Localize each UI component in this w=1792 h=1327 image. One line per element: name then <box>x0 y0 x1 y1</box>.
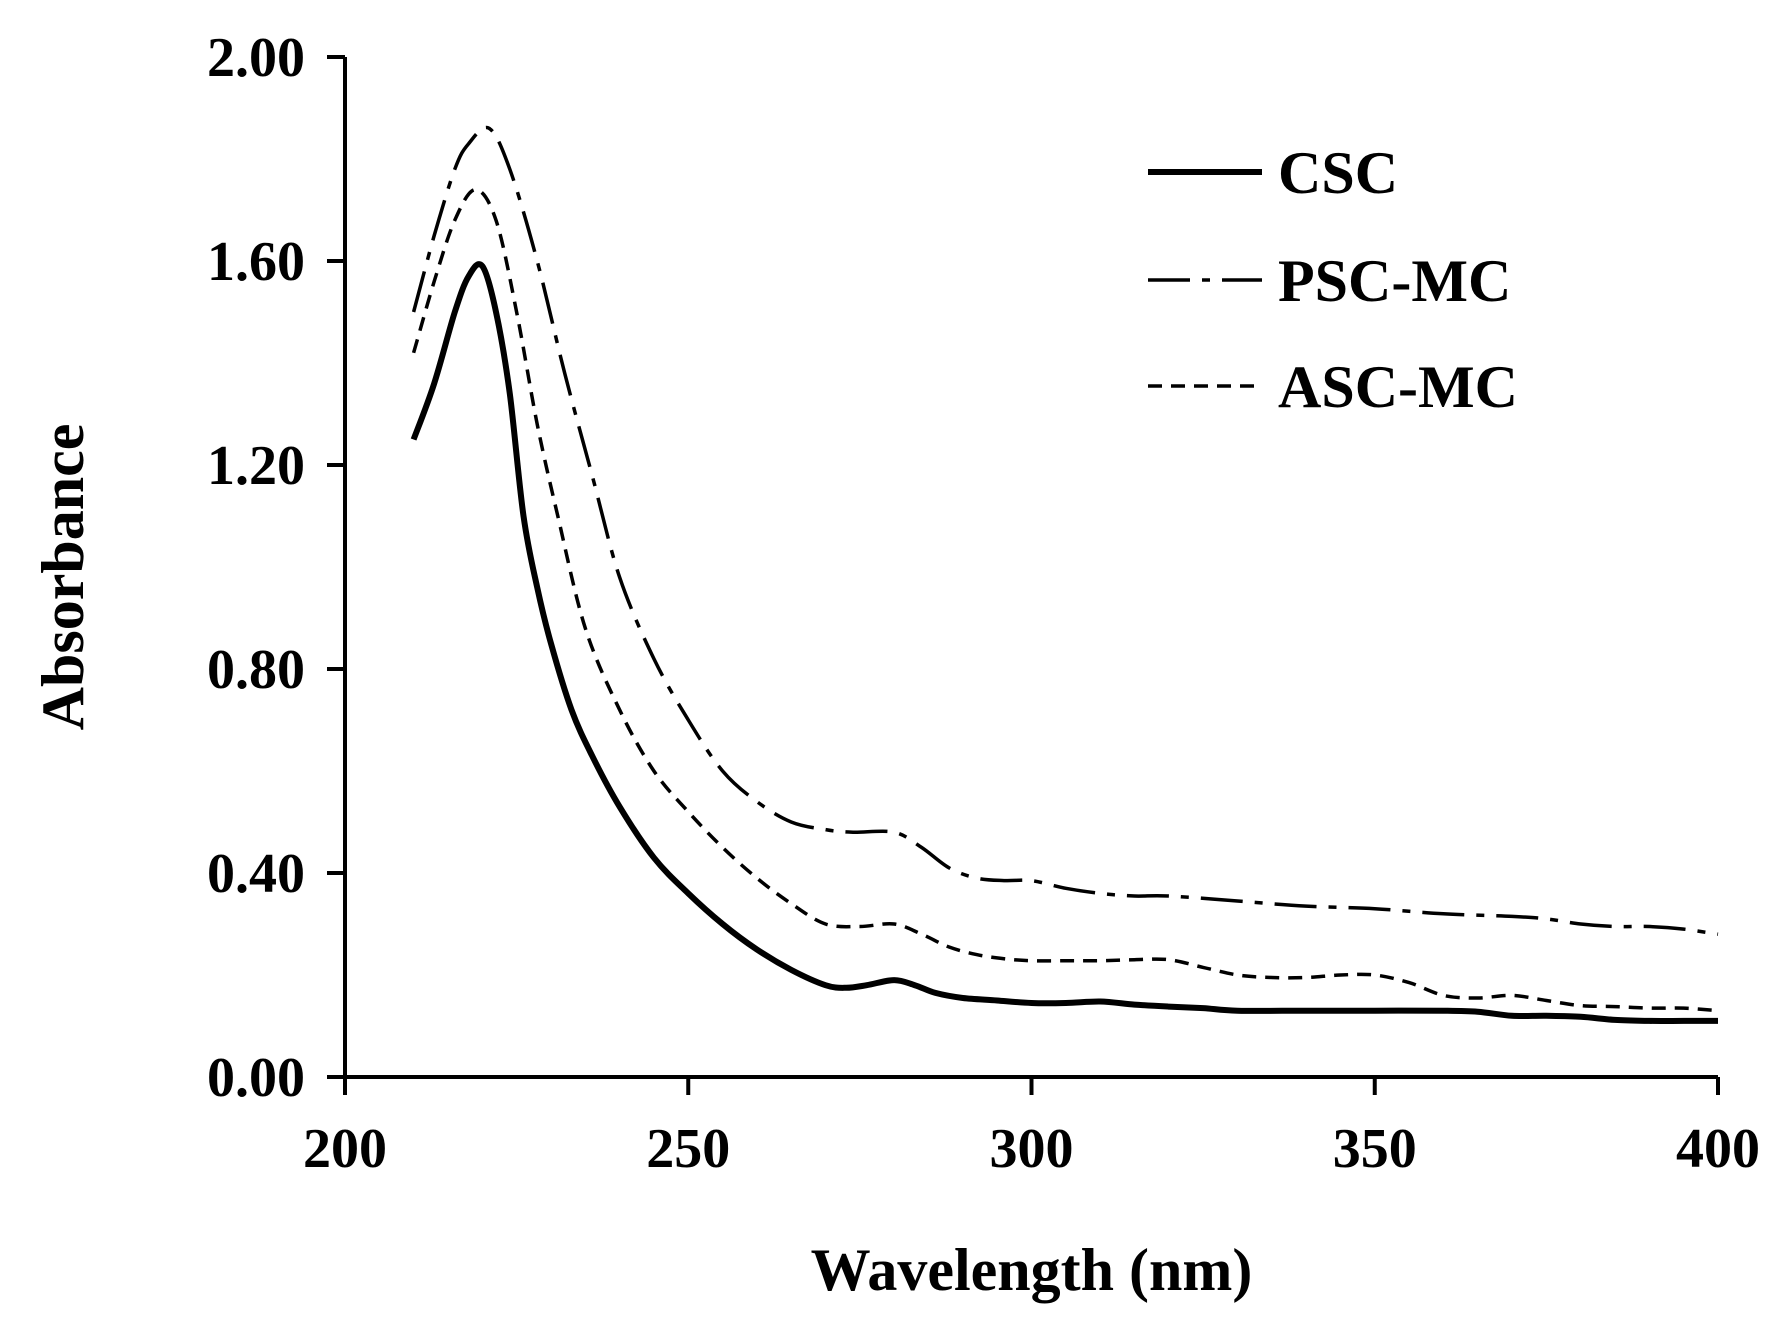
series-line-psc-mc <box>411 125 1719 936</box>
legend-label-psc-mc: PSC-MC <box>1278 248 1511 314</box>
y-tick-label: 1.60 <box>207 231 305 293</box>
y-tick-label: 2.00 <box>207 27 305 89</box>
y-tick-label: 0.80 <box>207 639 305 701</box>
series-line-asc-mc <box>411 187 1719 1013</box>
x-tick-label: 350 <box>1333 1118 1417 1180</box>
axes: 0.00 0.40 0.80 1.20 1.60 2.00 200 250 300 350 400 <box>207 27 1760 1180</box>
x-tick-label: 250 <box>646 1118 730 1180</box>
legend: CSC PSC-MC ASC-MC <box>1148 140 1518 420</box>
y-axis-title: Absorbance <box>30 424 96 731</box>
y-tick-label: 0.40 <box>207 843 305 905</box>
x-tick-label: 400 <box>1676 1118 1760 1180</box>
x-tick-label: 300 <box>990 1118 1074 1180</box>
series-line-csc <box>410 261 1718 1024</box>
y-tick-label: 0.00 <box>207 1047 305 1109</box>
x-axis-title: Wavelength (nm) <box>811 1237 1253 1303</box>
x-tick-label: 200 <box>303 1118 387 1180</box>
legend-label-asc-mc: ASC-MC <box>1278 354 1518 420</box>
y-tick-label: 1.20 <box>207 435 305 497</box>
legend-label-csc: CSC <box>1278 140 1398 206</box>
plot-area <box>410 125 1719 1024</box>
